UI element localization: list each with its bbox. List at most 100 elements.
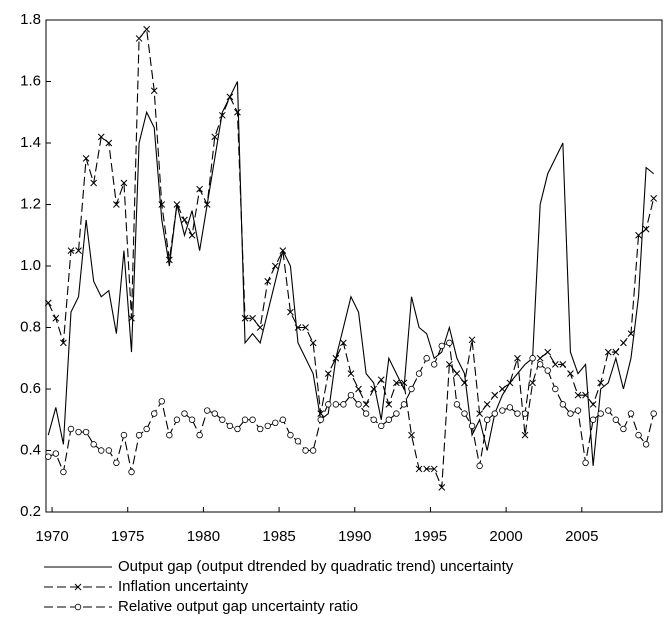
x-marker-stroke xyxy=(559,361,567,368)
circle-marker xyxy=(60,468,67,476)
x-marker xyxy=(75,247,82,254)
circle-marker xyxy=(241,416,249,423)
x-marker-stroke xyxy=(203,201,211,208)
x-marker xyxy=(249,314,256,322)
circle-marker xyxy=(211,410,218,417)
x-marker xyxy=(559,361,567,368)
x-marker-stroke xyxy=(52,314,60,322)
x-marker xyxy=(385,401,393,408)
x-marker xyxy=(203,201,211,208)
circle-marker xyxy=(287,431,294,439)
circle-marker xyxy=(476,462,483,470)
x-marker xyxy=(287,308,294,316)
x-marker xyxy=(211,133,219,141)
x-marker xyxy=(181,216,188,224)
y-tick-label: 0.6 xyxy=(20,380,41,397)
x-marker xyxy=(544,348,552,356)
x-tick-label: 2005 xyxy=(565,528,598,545)
circle-marker xyxy=(582,459,589,466)
circle-marker xyxy=(113,459,120,466)
circle-marker xyxy=(151,410,158,417)
x-marker xyxy=(574,391,582,399)
x-marker xyxy=(196,185,203,193)
circle-marker xyxy=(521,410,529,417)
circle-marker xyxy=(325,401,332,408)
x-marker xyxy=(97,133,105,141)
circle-marker xyxy=(196,431,203,439)
x-marker-stroke xyxy=(589,401,597,408)
x-marker-stroke xyxy=(287,308,294,316)
x-marker xyxy=(483,401,491,408)
x-marker-stroke xyxy=(264,278,272,285)
circle-marker xyxy=(264,422,271,430)
x-marker xyxy=(113,201,120,208)
x-marker-stroke xyxy=(582,391,589,399)
x-marker xyxy=(143,25,151,33)
legend-label: Relative output gap uncertainty ratio xyxy=(118,598,358,615)
x-marker xyxy=(241,314,249,322)
x-marker xyxy=(150,87,158,95)
x-marker-stroke xyxy=(218,111,226,119)
x-marker-stroke xyxy=(249,314,256,322)
x-marker-stroke xyxy=(143,25,151,33)
circle-marker xyxy=(67,425,75,433)
x-marker xyxy=(642,225,650,233)
x-marker xyxy=(309,339,317,347)
circle-marker xyxy=(483,416,491,423)
x-marker-stroke xyxy=(44,299,52,307)
circle-marker xyxy=(158,398,165,405)
x-marker-stroke xyxy=(256,324,264,331)
circle-marker xyxy=(385,416,393,423)
x-marker-stroke xyxy=(483,401,491,408)
x-marker-stroke xyxy=(82,155,90,162)
circle-marker xyxy=(415,370,423,377)
circle-marker xyxy=(143,425,150,433)
x-marker-stroke xyxy=(67,247,75,254)
circle-marker xyxy=(128,468,135,476)
x-marker-stroke xyxy=(536,354,544,362)
x-marker-stroke xyxy=(430,465,438,473)
x-marker xyxy=(430,465,438,473)
circle-marker xyxy=(347,391,355,399)
x-marker xyxy=(355,385,362,393)
x-marker-stroke xyxy=(173,201,181,208)
x-marker xyxy=(188,231,196,239)
circle-marker xyxy=(506,404,514,411)
circle-marker xyxy=(340,401,347,408)
circle-marker xyxy=(544,367,551,374)
x-marker-stroke xyxy=(90,179,98,187)
x-marker-stroke xyxy=(627,330,635,338)
x-marker-stroke xyxy=(385,401,393,408)
x-marker-stroke xyxy=(332,354,340,362)
x-marker xyxy=(173,201,181,208)
x-marker xyxy=(90,179,98,187)
legend-label: Output gap (output dtrended by quadratic… xyxy=(118,558,514,575)
x-marker xyxy=(264,278,272,285)
circle-marker xyxy=(627,410,635,417)
x-marker xyxy=(445,361,453,368)
circle-marker xyxy=(362,410,370,417)
circle-marker xyxy=(635,431,642,439)
x-marker-stroke xyxy=(128,314,135,322)
circle-marker xyxy=(45,453,52,460)
x-marker xyxy=(650,194,658,202)
x-marker-stroke xyxy=(370,385,378,393)
x-marker xyxy=(226,93,234,101)
circle-marker xyxy=(120,431,128,439)
x-marker-stroke xyxy=(567,370,574,377)
x-marker-stroke xyxy=(347,370,355,377)
x-marker-stroke xyxy=(135,35,143,42)
x-marker xyxy=(128,314,135,322)
circle-marker xyxy=(234,425,241,433)
circle-marker xyxy=(514,410,521,417)
x-marker xyxy=(52,314,60,322)
x-marker xyxy=(234,108,241,116)
x-marker xyxy=(597,379,605,387)
x-marker-stroke xyxy=(650,194,658,202)
x-marker xyxy=(158,201,166,208)
x-marker-stroke xyxy=(355,385,362,393)
circle-marker xyxy=(574,407,582,414)
legend-marker xyxy=(74,583,82,591)
x-marker-stroke xyxy=(271,262,279,270)
series-line xyxy=(48,342,655,474)
